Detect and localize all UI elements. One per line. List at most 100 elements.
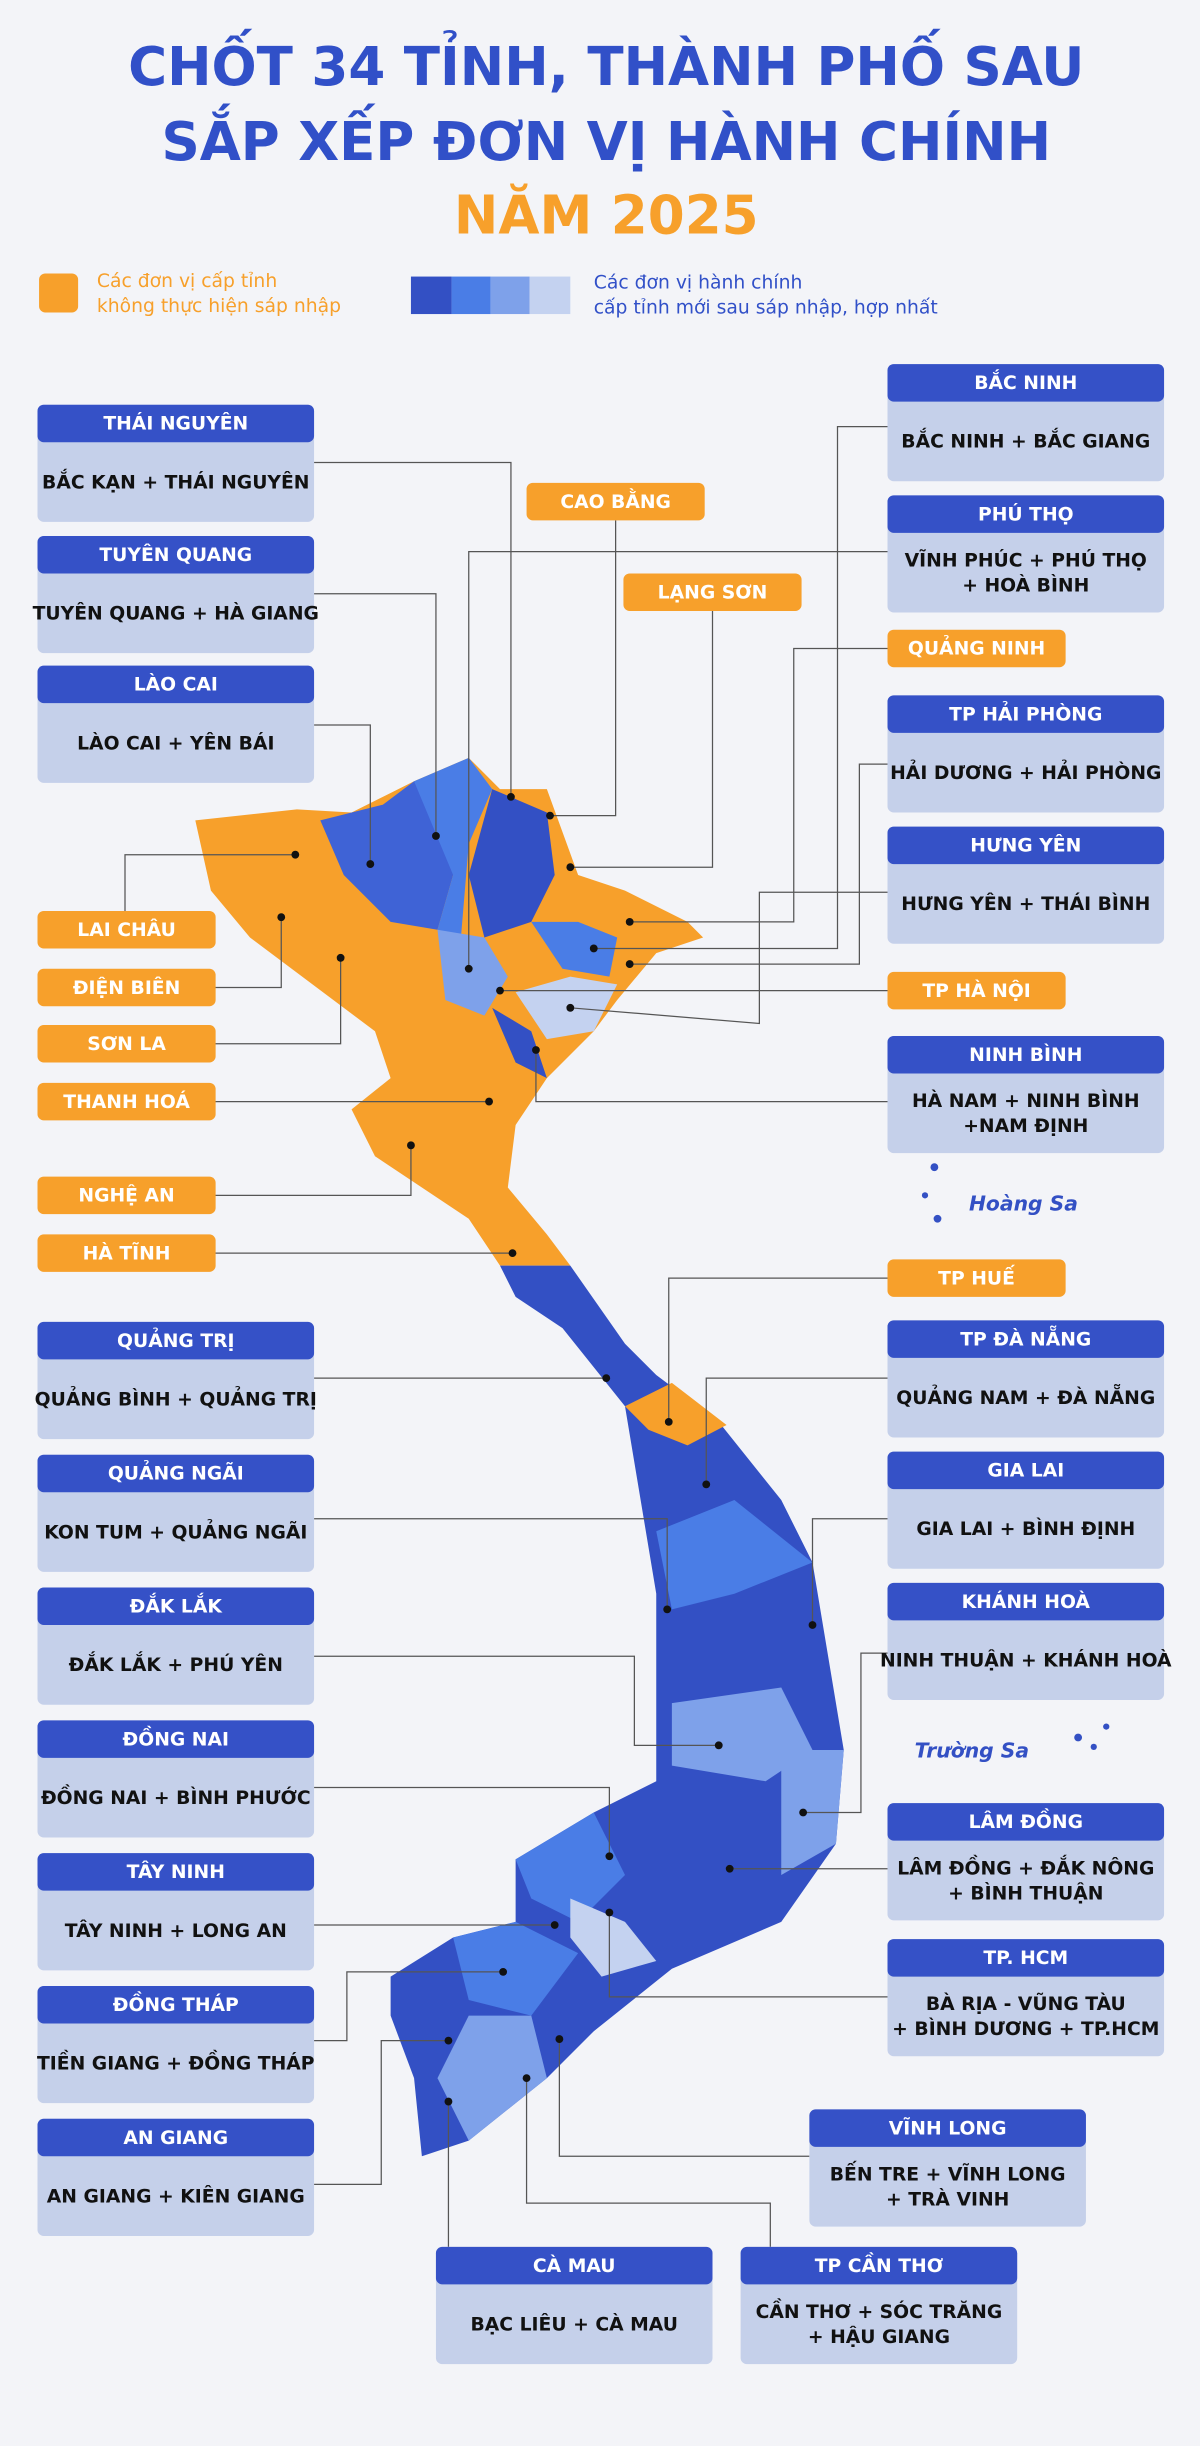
box-title: QUẢNG TRỊ — [117, 1327, 235, 1352]
leader-dot — [605, 1908, 614, 1917]
leader-line — [314, 593, 437, 836]
box-header — [887, 1035, 1165, 1074]
box-title: TÂY NINH — [127, 1860, 225, 1883]
box-header — [37, 1853, 315, 1891]
leader-dot — [663, 1605, 672, 1614]
leader-dot — [566, 1003, 575, 1012]
box-title: TUYÊN QUANG — [99, 543, 252, 566]
leader-line — [550, 520, 617, 817]
box-title: GIA LAI — [987, 1461, 1064, 1482]
leader-line — [314, 461, 512, 797]
leader-line — [124, 854, 296, 911]
box-members: TUYÊN QUANG + HÀ GIANG — [33, 602, 319, 625]
legend-text: cấp tỉnh mới sau sáp nhập, hợp nhất — [594, 296, 938, 318]
box-members: +NAM ĐỊNH — [963, 1116, 1088, 1137]
box-title: VĨNH LONG — [889, 2115, 1007, 2139]
leader-dot — [444, 2097, 453, 2106]
label-box — [37, 910, 216, 949]
box-title: THÁI NGUYÊN — [103, 412, 248, 435]
leader-dot — [602, 1374, 611, 1383]
leader-dot — [499, 1967, 508, 1976]
leader-dot — [507, 792, 515, 801]
leader-dot — [277, 913, 286, 922]
box-members: AN GIANG + KIÊN GIANG — [47, 2184, 305, 2207]
boxes: THÁI NGUYÊN BẮC KẠN + THÁI NGUYÊN TUYÊN QU… — [33, 364, 1172, 2365]
label-text: ĐIỆN BIÊN — [73, 975, 180, 999]
leader-dot — [522, 2074, 531, 2083]
label-box — [37, 1082, 216, 1121]
box-header — [37, 404, 315, 443]
leader-line — [803, 1652, 888, 1814]
box-members: BẾN TRE + VĨNH LONG — [830, 2160, 1066, 2186]
leader-line — [214, 957, 342, 1045]
box-header — [887, 1939, 1165, 1977]
leader-dot — [605, 1852, 614, 1861]
box-members: BẠC LIÊU + CÀ MAU — [471, 2313, 678, 2336]
leader-line — [314, 1971, 504, 2042]
box-title: KHÁNH HOÀ — [962, 1590, 1091, 1613]
box-title: ĐỒNG THÁP — [113, 1990, 239, 2016]
box-members: TIỀN GIANG + ĐỒNG THÁP — [37, 2049, 315, 2075]
leader-line — [314, 2040, 449, 2186]
box-members: + HOÀ BÌNH — [962, 573, 1089, 596]
leader-line — [593, 425, 888, 950]
box-members: LÂM ĐỒNG + ĐẮK NÔNG — [897, 1853, 1154, 1879]
box-header — [887, 1451, 1165, 1490]
leader-dot — [799, 1808, 808, 1817]
leader-line — [570, 610, 714, 868]
leader-line — [608, 1912, 888, 1998]
leader-line — [629, 763, 888, 965]
leader-line — [214, 1145, 412, 1196]
island-label: Hoàng Sa — [969, 1192, 1078, 1216]
box-members: KON TUM + QUẢNG NGÃI — [44, 1518, 307, 1543]
leader-dot — [496, 986, 504, 995]
label-box — [623, 573, 802, 611]
box-members: CẦN THƠ + SÓC TRĂNG — [756, 2297, 1003, 2323]
box-members: + HẬU GIANG — [808, 2324, 950, 2348]
leader-line — [468, 550, 888, 969]
leader-dot — [808, 1621, 817, 1629]
leader-line — [629, 647, 888, 923]
box-header — [37, 2118, 315, 2157]
box-title: PHÚ THỌ — [978, 501, 1074, 525]
box-title: TP. HCM — [983, 1948, 1068, 1969]
box-header — [740, 2246, 1018, 2285]
label-text: LAI CHÂU — [77, 918, 176, 941]
leader-dot — [555, 2035, 564, 2043]
leader-dot — [432, 832, 440, 840]
box-members: ĐẮK LẮK + PHÚ YÊN — [69, 1650, 283, 1676]
label-box — [887, 971, 1066, 1010]
box-title: CÀ MAU — [533, 2254, 616, 2277]
legend-text: không thực hiện sáp nhập — [97, 296, 341, 317]
box-header — [37, 1454, 315, 1493]
leader-dot — [550, 1921, 559, 1929]
box-members: + TRÀ VINH — [886, 2188, 1009, 2211]
leader-dot — [589, 944, 598, 953]
box-members: GIA LAI + BÌNH ĐỊNH — [916, 1517, 1135, 1540]
box-title: ĐỒNG NAI — [123, 1724, 229, 1750]
leader-dot — [546, 811, 554, 820]
box-header — [887, 1320, 1165, 1358]
leader-line — [668, 1277, 888, 1422]
map — [195, 757, 1110, 2157]
label-text: SƠN LA — [87, 1034, 166, 1055]
leader-dot — [366, 860, 375, 868]
leader-dot — [485, 1097, 493, 1106]
box-header — [37, 1321, 315, 1360]
box-members: LÀO CAI + YÊN BÁI — [77, 731, 274, 754]
label-box — [37, 968, 216, 1007]
label-box — [37, 1025, 216, 1063]
box-members: BÀ RỊA - VŨNG TÀU — [926, 1991, 1126, 2015]
legend-text: Các đơn vị cấp tỉnh — [97, 270, 277, 292]
box-title: AN GIANG — [123, 2128, 228, 2149]
box-header — [435, 2246, 713, 2285]
box-header — [887, 364, 1165, 402]
label-text: THANH HOÁ — [63, 1090, 190, 1113]
label-box — [887, 629, 1066, 668]
leader-dot — [532, 1046, 540, 1054]
label-text: LẠNG SƠN — [658, 582, 768, 603]
title-year: NĂM 2025 — [454, 183, 759, 246]
box-header — [809, 2109, 1086, 2147]
box-title: TP HẢI PHÒNG — [949, 700, 1102, 725]
label-text: QUẢNG NINH — [908, 635, 1045, 660]
